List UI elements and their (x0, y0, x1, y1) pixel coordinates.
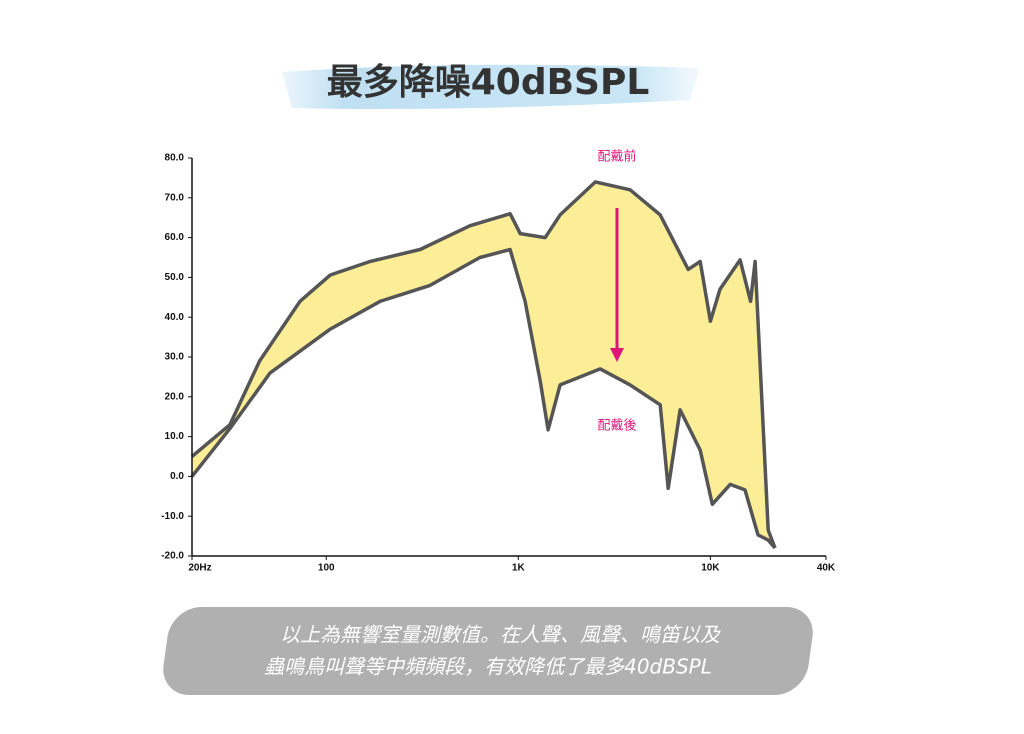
x-tick-label: 40K (817, 563, 836, 574)
y-tick-label: 80.0 (165, 153, 185, 164)
title-brush (282, 64, 700, 109)
y-tick-label: 70.0 (165, 192, 185, 203)
x-tick-label: 1K (512, 563, 526, 574)
caption-box (163, 607, 813, 695)
x-tick-label: 10K (701, 563, 720, 574)
annotation: 配戴前 (597, 149, 636, 165)
y-tick-label: -10.0 (161, 511, 184, 522)
y-tick-label: 60.0 (165, 232, 185, 243)
caption-line: 蟲鳴鳥叫聲等中頻頻段，有效降低了最多40dBSPL (264, 655, 712, 679)
plot: 80.0 70.0 60.0 50.0 40.0 30.0 20.0 10.0 0.0 -10.0… (161, 153, 836, 574)
y-tick-label: 40.0 (165, 312, 185, 323)
y-tick-label: 20.0 (165, 391, 185, 402)
y-tick-label: 50.0 (165, 272, 185, 283)
annotation: 配戴後 (597, 419, 636, 434)
chart-title: 最多降噪40dBSPL (327, 62, 650, 103)
x-tick-label: 20Hz (188, 563, 211, 574)
series-line (190, 247, 777, 550)
y-tick-label: 30.0 (165, 352, 185, 363)
series-line (190, 180, 777, 549)
y-tick-label: 0.0 (170, 471, 184, 482)
arrow-head (610, 348, 624, 362)
y-tick-label: 10.0 (165, 431, 185, 442)
x-tick-label: 100 (318, 563, 335, 574)
caption-line: 以上為無響室量測數值。在人聲、風聲、鳴笛以及 (280, 623, 721, 647)
y-tick-label: -20.0 (161, 551, 184, 562)
